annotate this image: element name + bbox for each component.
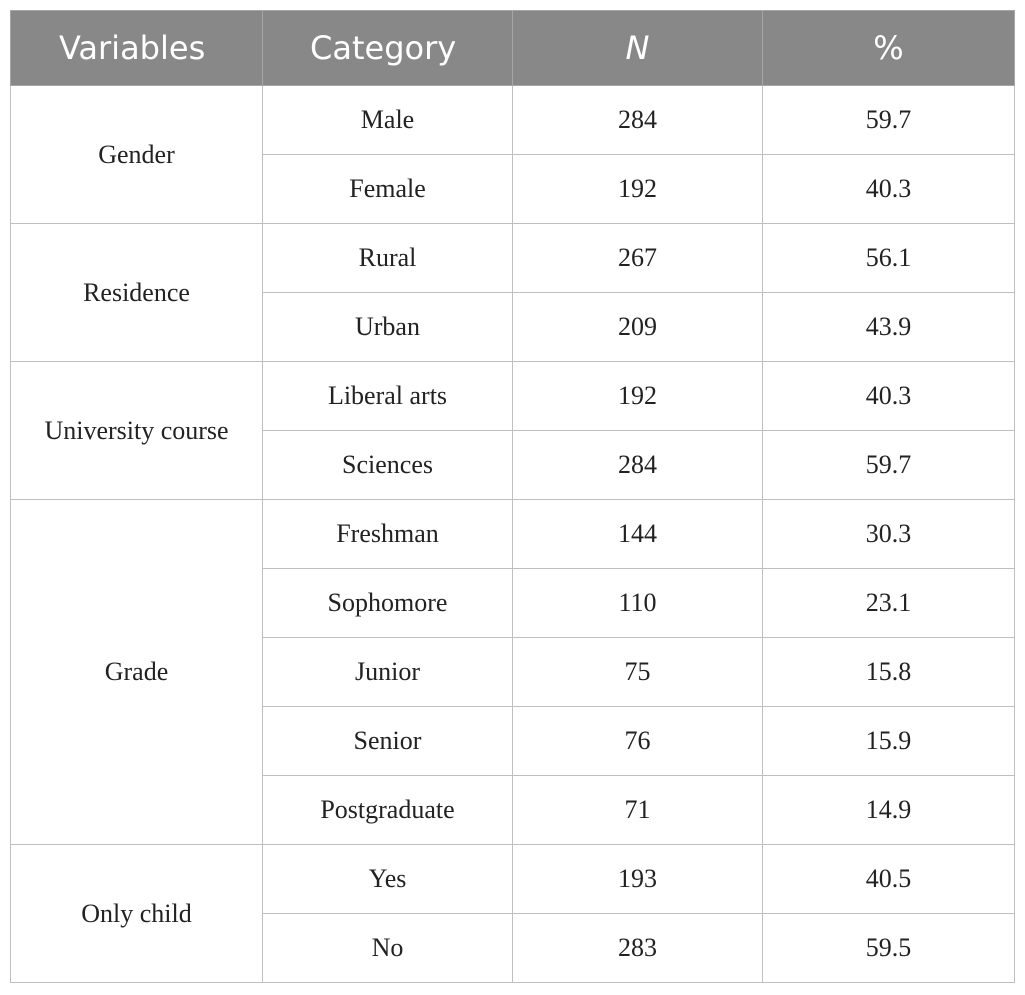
- n-cell: 144: [512, 499, 763, 569]
- table-row: Senior 76 15.9: [11, 706, 1015, 776]
- category-cell: Liberal arts: [262, 361, 513, 431]
- table-body: Gender Male 284 59.7 Female 192 40.3 Residence R…: [10, 85, 1015, 983]
- category-cell: Freshman: [262, 499, 513, 569]
- header-row: Variables Category N %: [10, 10, 1015, 86]
- header-percent: %: [762, 10, 1015, 86]
- percent-cell: 40.5: [762, 844, 1015, 914]
- table-row: Gender Male 284 59.7: [10, 85, 1015, 224]
- n-cell: 283: [512, 913, 763, 983]
- table-row: University course Liberal arts 192 40.3: [10, 361, 1015, 500]
- header-variables: Variables: [10, 10, 263, 86]
- percent-cell: 23.1: [762, 568, 1015, 638]
- variable-cell: Grade: [10, 499, 263, 845]
- table-row: Female 192 40.3: [11, 154, 1015, 224]
- category-cell: Male: [262, 85, 513, 155]
- n-cell: 209: [512, 292, 763, 362]
- n-cell: 267: [512, 223, 763, 293]
- category-cell: Sophomore: [262, 568, 513, 638]
- category-cell: Female: [262, 154, 513, 224]
- percent-cell: 14.9: [762, 775, 1015, 845]
- n-cell: 71: [512, 775, 763, 845]
- category-cell: Urban: [262, 292, 513, 362]
- header-n: N: [512, 10, 763, 86]
- variable-cell: University course: [10, 361, 263, 500]
- demographics-table: Variables Category N % Gender Male 284 59.7…: [10, 10, 1015, 983]
- percent-cell: 59.5: [762, 913, 1015, 983]
- table-row: Junior 75 15.8: [11, 637, 1015, 707]
- n-cell: 192: [512, 154, 763, 224]
- category-cell: Senior: [262, 706, 513, 776]
- table-row: Only child Yes 193 40.5: [10, 844, 1015, 983]
- n-cell: 192: [512, 361, 763, 431]
- table-row: Sciences 284 59.7: [11, 430, 1015, 500]
- percent-cell: 30.3: [762, 499, 1015, 569]
- percent-cell: 56.1: [762, 223, 1015, 293]
- variable-cell: Only child: [10, 844, 263, 983]
- table-header: Variables Category N %: [10, 10, 1015, 86]
- category-cell: Yes: [262, 844, 513, 914]
- n-cell: 110: [512, 568, 763, 638]
- n-cell: 284: [512, 430, 763, 500]
- percent-cell: 43.9: [762, 292, 1015, 362]
- table-row: No 283 59.5: [11, 913, 1015, 983]
- table-row: Grade Freshman 144 30.3: [10, 499, 1015, 845]
- percent-cell: 59.7: [762, 85, 1015, 155]
- percent-cell: 59.7: [762, 430, 1015, 500]
- variable-cell: Residence: [10, 223, 263, 362]
- category-cell: Rural: [262, 223, 513, 293]
- category-cell: Junior: [262, 637, 513, 707]
- table-row: Sophomore 110 23.1: [11, 568, 1015, 638]
- category-cell: Sciences: [262, 430, 513, 500]
- category-cell: Postgraduate: [262, 775, 513, 845]
- percent-cell: 15.9: [762, 706, 1015, 776]
- category-cell: No: [262, 913, 513, 983]
- n-cell: 76: [512, 706, 763, 776]
- percent-cell: 40.3: [762, 361, 1015, 431]
- table-row: Postgraduate 71 14.9: [11, 775, 1015, 845]
- variable-cell: Gender: [10, 85, 263, 224]
- percent-cell: 40.3: [762, 154, 1015, 224]
- table-row: Residence Rural 267 56.1: [10, 223, 1015, 362]
- n-cell: 75: [512, 637, 763, 707]
- header-category: Category: [262, 10, 513, 86]
- n-cell: 284: [512, 85, 763, 155]
- percent-cell: 15.8: [762, 637, 1015, 707]
- n-cell: 193: [512, 844, 763, 914]
